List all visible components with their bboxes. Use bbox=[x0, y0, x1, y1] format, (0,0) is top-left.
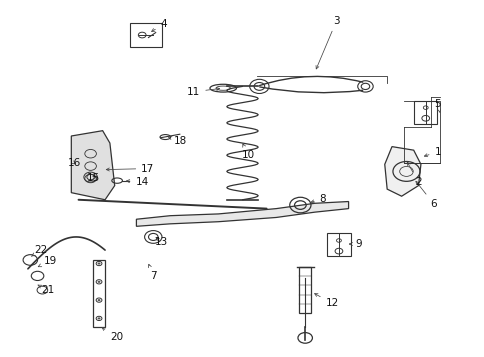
Text: 12: 12 bbox=[314, 293, 338, 308]
Text: 13: 13 bbox=[154, 237, 167, 247]
Text: 19: 19 bbox=[38, 256, 57, 267]
Polygon shape bbox=[384, 147, 420, 196]
Text: 16: 16 bbox=[68, 158, 81, 168]
Text: 14: 14 bbox=[126, 177, 149, 187]
Text: 15: 15 bbox=[87, 173, 100, 183]
Text: 4: 4 bbox=[151, 19, 167, 31]
Text: 11: 11 bbox=[187, 87, 219, 97]
Circle shape bbox=[97, 262, 100, 265]
Text: 5: 5 bbox=[434, 99, 440, 112]
Bar bbox=[299, 267, 310, 313]
Bar bbox=[413, 101, 437, 125]
Text: 1: 1 bbox=[424, 147, 440, 157]
Text: 6: 6 bbox=[415, 181, 436, 209]
Text: 20: 20 bbox=[102, 327, 123, 342]
Text: 2: 2 bbox=[407, 162, 421, 187]
Text: 8: 8 bbox=[310, 194, 326, 204]
Text: 17: 17 bbox=[106, 164, 154, 174]
Bar bbox=[93, 260, 105, 327]
Polygon shape bbox=[71, 131, 115, 200]
Text: 22: 22 bbox=[31, 245, 47, 256]
Text: 3: 3 bbox=[316, 16, 339, 69]
Circle shape bbox=[97, 281, 100, 283]
Bar bbox=[327, 232, 350, 256]
Bar bbox=[130, 22, 161, 47]
Text: 9: 9 bbox=[349, 239, 362, 249]
Polygon shape bbox=[136, 201, 348, 226]
Text: 18: 18 bbox=[168, 136, 187, 146]
Text: 7: 7 bbox=[148, 264, 156, 281]
Text: 10: 10 bbox=[241, 144, 254, 161]
Circle shape bbox=[97, 317, 100, 320]
Circle shape bbox=[97, 299, 100, 301]
Text: 21: 21 bbox=[38, 285, 54, 295]
